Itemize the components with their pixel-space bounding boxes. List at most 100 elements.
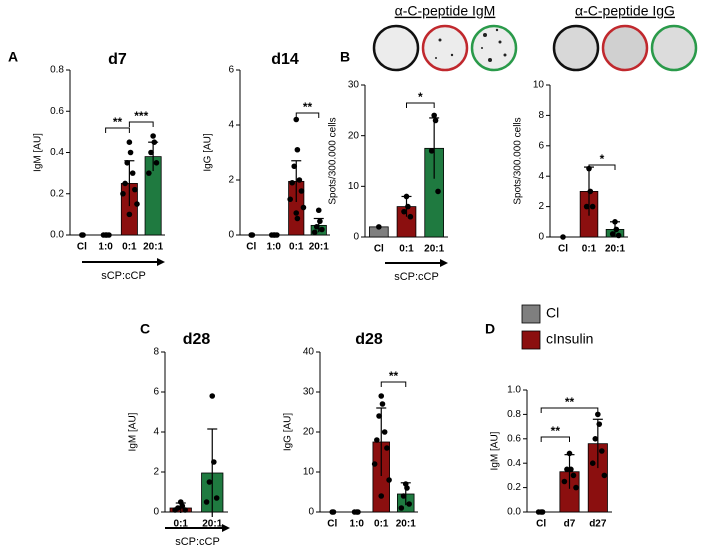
data-point [431, 112, 437, 119]
data-point [293, 116, 300, 123]
data-point [400, 493, 407, 499]
data-point [539, 509, 546, 515]
panel-label: A [8, 49, 18, 65]
well-image [372, 24, 420, 72]
y-tick-label: 6 [538, 140, 544, 151]
well-image [552, 24, 600, 72]
y-tick-label: 8 [538, 110, 544, 121]
data-point [378, 393, 385, 399]
data-point [378, 493, 385, 499]
well-image [470, 24, 518, 72]
y-tick-label: 0 [153, 507, 159, 518]
y-tick-label: 0.0 [50, 230, 64, 241]
well-image [601, 24, 649, 72]
x-tick-label: d27 [589, 519, 607, 530]
data-point [330, 509, 337, 515]
y-tick-label: 0 [353, 232, 359, 243]
x-tick-label: Cl [246, 242, 256, 253]
data-point [172, 507, 178, 513]
x-tick-label: 20:1 [424, 244, 444, 255]
chart: d28 IgM [AU] 0 2 4 6 8 0:1 20:1 sCP:cCP [128, 331, 230, 548]
data-point [566, 450, 573, 457]
chart: α-C-peptide IgM Spots/300.000 cells 0 10 20 3… [328, 3, 496, 283]
data-point [376, 413, 382, 419]
data-point [146, 170, 152, 176]
chart-title: d14 [271, 51, 299, 68]
data-point [313, 223, 320, 230]
y-tick-label: 20 [303, 427, 315, 438]
y-tick-label: 0 [538, 232, 544, 243]
data-point [134, 201, 140, 207]
data-point [274, 232, 280, 238]
y-tick-label: 0.4 [507, 458, 521, 469]
data-point [612, 219, 618, 225]
y-tick-label: 6 [228, 65, 234, 76]
data-point [432, 117, 439, 124]
y-tick-label: 30 [348, 80, 360, 91]
significance-bracket [588, 164, 616, 170]
data-point [120, 190, 126, 197]
significance-label: ** [303, 100, 313, 114]
data-point [122, 180, 128, 187]
data-point [589, 460, 596, 467]
elispot-images [372, 24, 698, 72]
y-tick-label: 0.8 [50, 65, 64, 76]
data-point [374, 437, 380, 443]
y-axis-label: IgM [AU] [33, 133, 44, 172]
data-point [379, 401, 386, 407]
x-tick-label: 0:1 [289, 242, 304, 253]
y-tick-label: 2 [228, 175, 234, 186]
data-point [601, 472, 608, 479]
x-tick-label: d7 [564, 519, 576, 530]
data-point [428, 148, 435, 154]
chart: α-C-peptide IgG Spots/300.000 cells 0 2 4 6 8 1… [513, 3, 675, 255]
data-point [126, 211, 133, 218]
data-point [317, 218, 323, 225]
data-point [376, 224, 382, 230]
data-point [153, 160, 160, 166]
data-point [311, 229, 318, 236]
y-tick-label: 10 [303, 467, 315, 478]
data-point [405, 203, 411, 210]
x-tick-label: 0:1 [374, 519, 389, 530]
x-tick-label: Cl [77, 242, 87, 253]
y-tick-label: 40 [303, 347, 315, 358]
x-tick-label: 1:0 [267, 242, 282, 253]
well-image [421, 24, 469, 72]
x-tick-label: 20:1 [309, 242, 329, 253]
data-point [179, 503, 186, 509]
data-point [568, 466, 574, 473]
data-point [80, 232, 86, 238]
data-point [124, 160, 131, 166]
data-point [561, 478, 568, 485]
data-point [589, 203, 596, 210]
significance-bracket [380, 381, 407, 387]
data-point [401, 208, 407, 215]
legend-swatch [521, 330, 541, 350]
y-tick-label: 2 [538, 201, 544, 212]
data-point [213, 495, 220, 501]
data-point [564, 466, 570, 473]
chart-title: α-C-peptide IgM [395, 3, 496, 19]
data-point [351, 509, 358, 515]
significance-label: * [600, 152, 605, 166]
y-tick-label: 10 [348, 181, 360, 192]
legend-swatch [521, 304, 541, 324]
data-point [398, 505, 405, 511]
well-image [650, 24, 698, 72]
data-point [371, 461, 378, 467]
x-tick-label: 0:1 [399, 244, 414, 255]
x-tick-label: 20:1 [605, 244, 625, 255]
legend-label: Cl [546, 305, 559, 321]
y-axis-label: Spots/300.000 cells [513, 117, 524, 204]
significance-bracket [128, 121, 154, 127]
x-tick-label: Cl [374, 244, 384, 255]
data-point [615, 232, 622, 239]
data-point [613, 226, 620, 233]
data-point [573, 484, 579, 491]
y-tick-label: 2 [153, 467, 159, 478]
data-point [296, 177, 303, 183]
data-point [294, 146, 301, 153]
data-point [298, 188, 305, 194]
